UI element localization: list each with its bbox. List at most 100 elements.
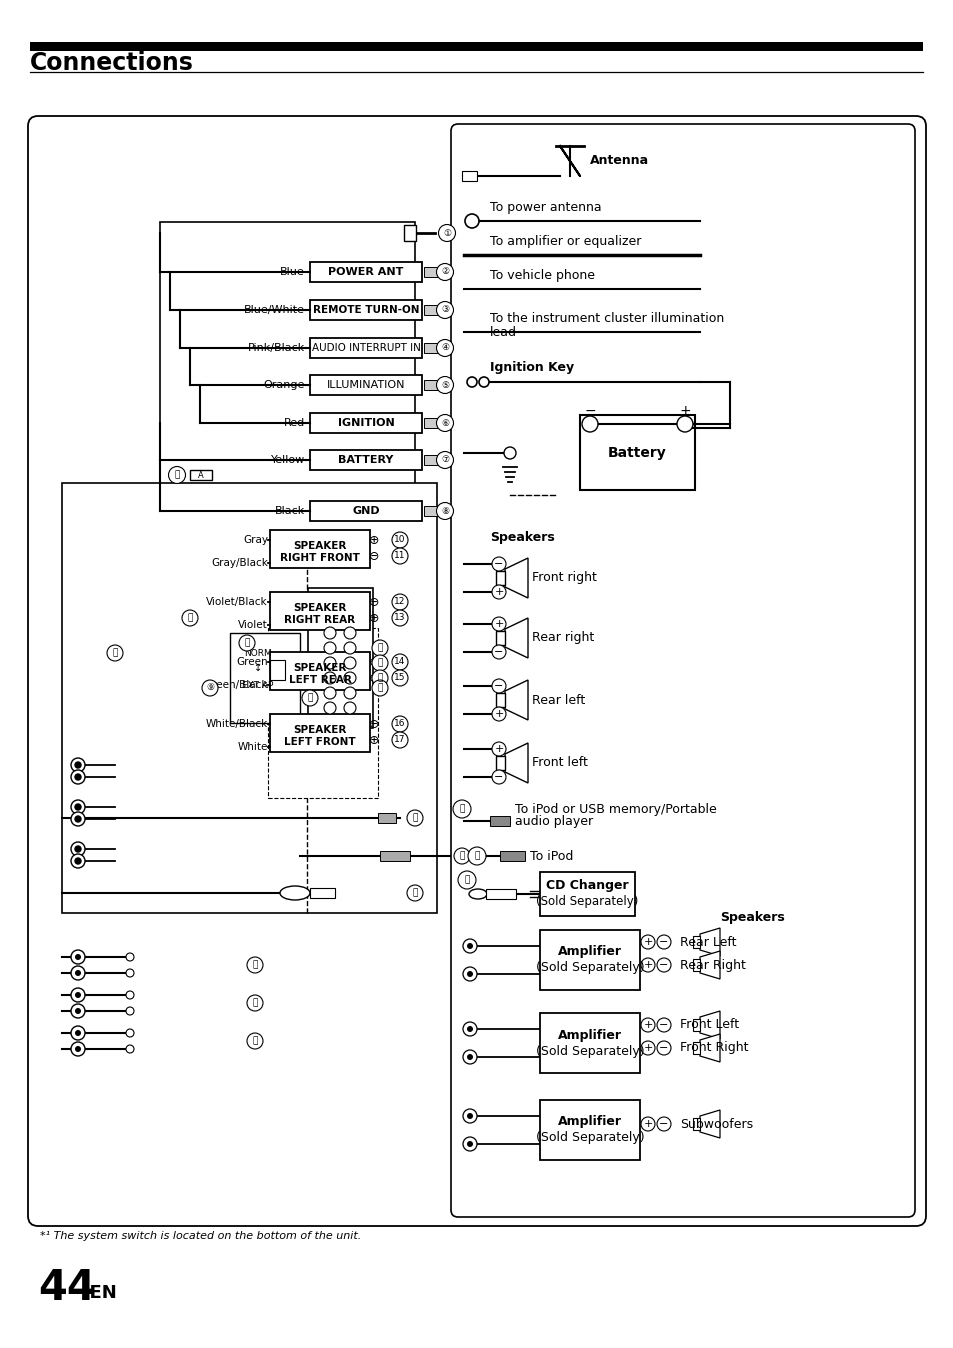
Circle shape: [75, 803, 81, 810]
Bar: [692, 1019, 700, 1031]
Text: White: White: [237, 741, 268, 752]
Circle shape: [75, 992, 81, 998]
Bar: [270, 530, 370, 568]
Circle shape: [492, 770, 505, 785]
Text: −: −: [494, 772, 503, 782]
Circle shape: [126, 991, 133, 999]
Bar: [692, 1042, 700, 1054]
Bar: [423, 380, 441, 390]
Text: Blue: Blue: [280, 267, 305, 276]
Circle shape: [344, 627, 355, 639]
Circle shape: [126, 1029, 133, 1037]
Text: ⊕: ⊕: [369, 612, 379, 624]
Text: ㉕: ㉕: [252, 999, 257, 1007]
Text: Pink/Black: Pink/Black: [248, 342, 305, 353]
Text: ㉑: ㉑: [377, 643, 382, 652]
Text: ㉕: ㉕: [252, 961, 257, 969]
Text: 11: 11: [394, 551, 405, 561]
Text: 10: 10: [394, 535, 405, 545]
Text: ③: ③: [440, 306, 449, 314]
Text: RIGHT FRONT: RIGHT FRONT: [280, 553, 359, 563]
Circle shape: [324, 627, 335, 639]
Text: −: −: [659, 937, 668, 948]
Text: Antenna: Antenna: [589, 155, 648, 167]
Circle shape: [324, 642, 335, 654]
Circle shape: [467, 1113, 473, 1119]
Text: +: +: [642, 1119, 652, 1130]
Bar: [230, 634, 299, 723]
Circle shape: [71, 855, 85, 868]
Circle shape: [107, 644, 123, 661]
Text: −: −: [583, 404, 596, 418]
Text: +: +: [642, 1020, 652, 1030]
Circle shape: [344, 642, 355, 654]
Text: SPEAKER: SPEAKER: [293, 663, 346, 673]
Circle shape: [436, 503, 453, 519]
Circle shape: [492, 585, 505, 599]
Circle shape: [344, 656, 355, 669]
Circle shape: [467, 1054, 473, 1060]
Circle shape: [71, 1042, 85, 1055]
Text: ④: ④: [440, 344, 449, 352]
Text: +: +: [494, 709, 503, 718]
Circle shape: [640, 1117, 655, 1131]
Text: LEFT REAR: LEFT REAR: [288, 675, 351, 685]
Circle shape: [324, 687, 335, 700]
Bar: [485, 888, 516, 899]
Bar: [490, 816, 510, 826]
Text: SPEAKER: SPEAKER: [293, 603, 346, 613]
Text: 15: 15: [394, 674, 405, 682]
Bar: [310, 450, 421, 470]
Bar: [268, 628, 377, 798]
Text: ⊖: ⊖: [369, 550, 379, 562]
Text: +: +: [642, 937, 652, 948]
Bar: [190, 470, 212, 480]
Text: BATTERY: BATTERY: [338, 456, 394, 465]
Circle shape: [169, 466, 185, 484]
Bar: [310, 301, 421, 319]
Text: Ignition Key: Ignition Key: [490, 361, 574, 375]
Text: AUDIO INTERRUPT IN: AUDIO INTERRUPT IN: [312, 342, 420, 353]
Circle shape: [657, 936, 670, 949]
Circle shape: [407, 886, 422, 900]
Bar: [423, 267, 441, 276]
Text: ㉙: ㉙: [187, 613, 193, 623]
Text: −: −: [659, 1020, 668, 1030]
Text: Violet/Black: Violet/Black: [206, 597, 268, 607]
Circle shape: [372, 679, 388, 696]
Bar: [692, 1117, 700, 1130]
Polygon shape: [504, 743, 527, 783]
Text: Red: Red: [283, 418, 305, 429]
Circle shape: [503, 448, 516, 460]
Text: (Sold Separately): (Sold Separately): [536, 895, 638, 909]
Circle shape: [677, 417, 692, 431]
Bar: [310, 338, 421, 359]
Text: Speakers: Speakers: [720, 911, 784, 925]
Circle shape: [492, 741, 505, 756]
Bar: [496, 631, 504, 644]
Polygon shape: [504, 558, 527, 599]
Circle shape: [454, 848, 470, 864]
Circle shape: [436, 302, 453, 318]
Bar: [310, 501, 421, 520]
Text: +: +: [494, 744, 503, 754]
Text: −: −: [494, 559, 503, 569]
Text: Connections: Connections: [30, 51, 193, 75]
Polygon shape: [504, 679, 527, 720]
Circle shape: [75, 971, 81, 976]
Bar: [423, 456, 441, 465]
Text: ⊖: ⊖: [369, 596, 379, 608]
Polygon shape: [700, 1034, 720, 1062]
Text: ②: ②: [440, 267, 449, 276]
Circle shape: [71, 967, 85, 980]
Text: −: −: [659, 1119, 668, 1130]
Text: ㉚: ㉚: [458, 805, 464, 813]
Text: To iPod or USB memory/Portable: To iPod or USB memory/Portable: [515, 802, 716, 816]
Text: Green: Green: [236, 656, 268, 667]
Text: ⑧: ⑧: [440, 507, 449, 515]
Text: ①: ①: [442, 229, 451, 237]
Circle shape: [392, 716, 408, 732]
Text: Amplifier: Amplifier: [558, 1116, 621, 1128]
Circle shape: [247, 995, 263, 1011]
Text: White/Black: White/Black: [206, 718, 268, 729]
